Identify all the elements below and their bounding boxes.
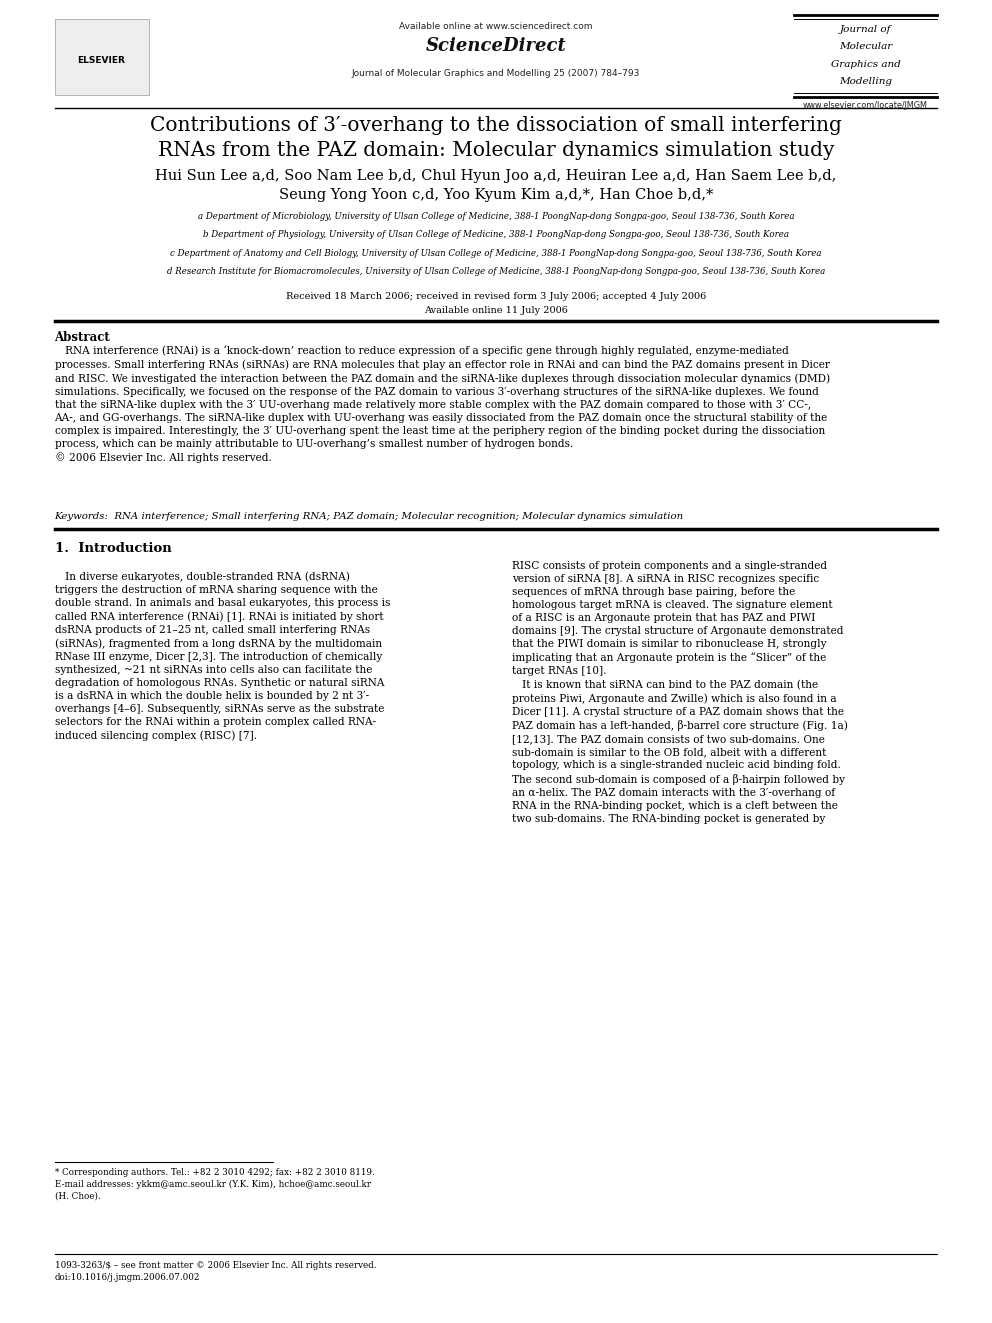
- Text: ELSEVIER: ELSEVIER: [77, 57, 125, 65]
- Text: a Department of Microbiology, University of Ulsan College of Medicine, 388-1 Poo: a Department of Microbiology, University…: [197, 212, 795, 221]
- Text: ScienceDirect: ScienceDirect: [426, 37, 566, 56]
- Text: Abstract: Abstract: [55, 331, 110, 344]
- Text: 1.  Introduction: 1. Introduction: [55, 542, 172, 556]
- Text: Journal of: Journal of: [840, 25, 891, 34]
- Text: 1093-3263/$ – see front matter © 2006 Elsevier Inc. All rights reserved.: 1093-3263/$ – see front matter © 2006 El…: [55, 1261, 376, 1270]
- Text: Graphics and: Graphics and: [830, 60, 901, 69]
- Text: c Department of Anatomy and Cell Biology, University of Ulsan College of Medicin: c Department of Anatomy and Cell Biology…: [171, 249, 821, 258]
- Text: * Corresponding authors. Tel.: +82 2 3010 4292; fax: +82 2 3010 8119.: * Corresponding authors. Tel.: +82 2 301…: [55, 1168, 374, 1177]
- Text: In diverse eukaryotes, double-stranded RNA (dsRNA)
triggers the destruction of m: In diverse eukaryotes, double-stranded R…: [55, 572, 390, 741]
- Bar: [55, 19, 149, 95]
- Text: Available online 11 July 2006: Available online 11 July 2006: [424, 306, 568, 315]
- Text: d Research Institute for Biomacromolecules, University of Ulsan College of Medic: d Research Institute for Biomacromolecul…: [167, 267, 825, 277]
- Text: www.elsevier.com/locate/JMGM: www.elsevier.com/locate/JMGM: [804, 101, 928, 110]
- Text: Received 18 March 2006; received in revised form 3 July 2006; accepted 4 July 20: Received 18 March 2006; received in revi…: [286, 292, 706, 302]
- Text: b Department of Physiology, University of Ulsan College of Medicine, 388-1 Poong: b Department of Physiology, University o…: [203, 230, 789, 239]
- Text: Modelling: Modelling: [839, 77, 892, 86]
- Text: Hui Sun Lee a,d, Soo Nam Lee b,d, Chul Hyun Joo a,d, Heuiran Lee a,d, Han Saem L: Hui Sun Lee a,d, Soo Nam Lee b,d, Chul H…: [156, 169, 836, 184]
- Text: RNA interference (RNAi) is a ‘knock-down’ reaction to reduce expression of a spe: RNA interference (RNAi) is a ‘knock-down…: [55, 345, 829, 463]
- Text: Keywords:  RNA interference; Small interfering RNA; PAZ domain; Molecular recogn: Keywords: RNA interference; Small interf…: [55, 512, 683, 521]
- Text: Journal of Molecular Graphics and Modelling 25 (2007) 784–793: Journal of Molecular Graphics and Modell…: [352, 69, 640, 78]
- Text: Available online at www.sciencedirect.com: Available online at www.sciencedirect.co…: [399, 22, 593, 32]
- Text: Molecular: Molecular: [839, 42, 892, 52]
- Text: (H. Choe).: (H. Choe).: [55, 1192, 100, 1201]
- Text: Contributions of 3′-overhang to the dissociation of small interfering
RNAs from : Contributions of 3′-overhang to the diss…: [150, 116, 842, 160]
- Text: RISC consists of protein components and a single-stranded
version of siRNA [8]. : RISC consists of protein components and …: [512, 561, 848, 824]
- Text: Seung Yong Yoon c,d, Yoo Kyum Kim a,d,*, Han Choe b,d,*: Seung Yong Yoon c,d, Yoo Kyum Kim a,d,*,…: [279, 188, 713, 202]
- Text: doi:10.1016/j.jmgm.2006.07.002: doi:10.1016/j.jmgm.2006.07.002: [55, 1273, 200, 1282]
- Text: E-mail addresses: ykkm@amc.seoul.kr (Y.K. Kim), hchoe@amc.seoul.kr: E-mail addresses: ykkm@amc.seoul.kr (Y.K…: [55, 1180, 371, 1189]
